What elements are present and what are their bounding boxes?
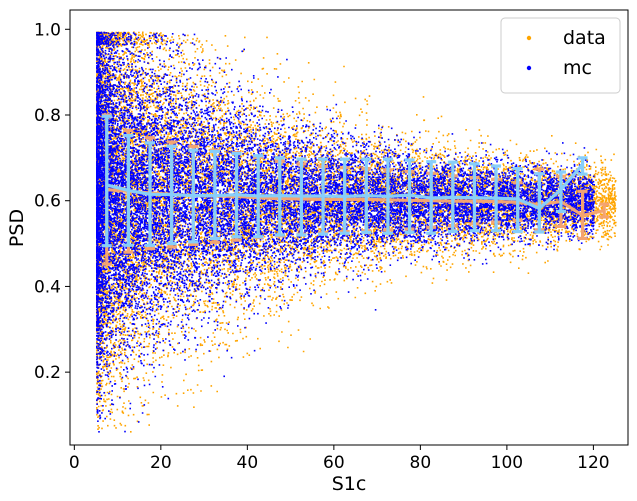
y-axis: 0.2 0.4 0.6 0.8 1.0 bbox=[34, 20, 70, 383]
x-tick-label: 60 bbox=[323, 453, 345, 473]
y-tick-label: 0.8 bbox=[34, 106, 61, 126]
legend: data mc bbox=[500, 17, 621, 94]
y-tick-label: 1.0 bbox=[34, 20, 61, 40]
mean-line-mc bbox=[106, 163, 584, 210]
x-axis-title: S1c bbox=[332, 473, 367, 495]
x-tick-label: 40 bbox=[237, 453, 259, 473]
x-axis: 0 20 40 60 80 100 120 bbox=[69, 445, 610, 473]
legend-marker-data bbox=[526, 35, 532, 41]
y-tick-label: 0.6 bbox=[34, 192, 61, 212]
x-tick-label: 80 bbox=[410, 453, 432, 473]
legend-label-mc: mc bbox=[563, 57, 592, 79]
profile-mc bbox=[101, 114, 588, 248]
legend-label-data: data bbox=[563, 27, 606, 49]
y-tick-label: 0.2 bbox=[34, 363, 61, 383]
x-tick-label: 20 bbox=[150, 453, 172, 473]
x-tick-label: 0 bbox=[69, 453, 80, 473]
plot-frame bbox=[69, 9, 629, 446]
y-axis-title: PSD bbox=[6, 209, 28, 247]
y-tick-label: 0.4 bbox=[34, 277, 61, 297]
legend-marker-mc bbox=[526, 65, 532, 71]
x-tick-label: 120 bbox=[577, 453, 609, 473]
x-tick-label: 100 bbox=[491, 453, 523, 473]
profile-layer bbox=[101, 113, 610, 266]
